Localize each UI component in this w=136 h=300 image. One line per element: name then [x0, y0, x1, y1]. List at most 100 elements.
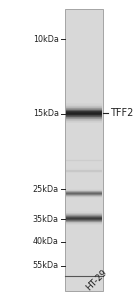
- Bar: [66, 192, 102, 193]
- Bar: [66, 160, 102, 161]
- Bar: [66, 193, 102, 194]
- Bar: [66, 110, 102, 111]
- Bar: [66, 115, 102, 116]
- Bar: [66, 189, 102, 190]
- Bar: [66, 213, 102, 214]
- Bar: [66, 220, 102, 221]
- Text: 40kDa: 40kDa: [33, 237, 59, 246]
- Bar: [66, 119, 102, 120]
- Bar: [66, 172, 102, 173]
- Bar: [66, 121, 102, 122]
- Bar: [65, 9, 103, 291]
- Bar: [66, 189, 102, 190]
- Bar: [66, 105, 102, 106]
- Bar: [66, 169, 102, 170]
- Bar: [66, 116, 102, 117]
- Bar: [66, 160, 102, 161]
- Bar: [66, 169, 102, 170]
- Bar: [66, 107, 102, 108]
- Bar: [66, 169, 102, 170]
- Bar: [66, 159, 102, 160]
- Bar: [66, 215, 102, 216]
- Bar: [66, 190, 102, 191]
- Bar: [66, 191, 102, 192]
- Bar: [66, 194, 102, 195]
- Bar: [66, 171, 102, 172]
- Bar: [66, 109, 102, 110]
- Bar: [66, 111, 102, 112]
- Bar: [66, 160, 102, 161]
- Bar: [66, 215, 102, 216]
- Bar: [66, 159, 102, 160]
- Bar: [66, 190, 102, 191]
- Bar: [66, 212, 102, 213]
- Bar: [66, 217, 102, 218]
- Bar: [66, 223, 102, 224]
- Text: HT-29: HT-29: [84, 268, 109, 292]
- Bar: [66, 224, 102, 225]
- Text: 10kDa: 10kDa: [33, 34, 59, 43]
- Bar: [66, 161, 102, 162]
- Bar: [66, 172, 102, 173]
- Text: 15kDa: 15kDa: [33, 110, 59, 118]
- Bar: [66, 159, 102, 160]
- Bar: [66, 114, 102, 115]
- Bar: [66, 216, 102, 217]
- Bar: [66, 197, 102, 198]
- Text: 35kDa: 35kDa: [33, 214, 59, 224]
- Bar: [66, 170, 102, 171]
- Bar: [66, 109, 102, 110]
- Bar: [66, 161, 102, 162]
- Bar: [66, 196, 102, 197]
- Bar: [66, 120, 102, 121]
- Bar: [66, 161, 102, 162]
- Bar: [66, 213, 102, 214]
- Bar: [66, 104, 102, 105]
- Bar: [66, 195, 102, 196]
- Bar: [66, 118, 102, 119]
- Bar: [66, 221, 102, 222]
- Bar: [66, 218, 102, 219]
- Bar: [66, 161, 102, 162]
- Bar: [66, 172, 102, 173]
- Bar: [66, 114, 102, 115]
- Bar: [66, 194, 102, 195]
- Bar: [66, 196, 102, 197]
- Bar: [66, 170, 102, 171]
- Bar: [66, 171, 102, 172]
- Bar: [66, 169, 102, 170]
- Bar: [66, 105, 102, 106]
- Bar: [66, 217, 102, 218]
- Bar: [66, 122, 102, 123]
- Bar: [66, 219, 102, 220]
- Bar: [66, 218, 102, 219]
- Bar: [66, 120, 102, 121]
- Bar: [66, 216, 102, 217]
- Bar: [66, 112, 102, 113]
- Bar: [66, 106, 102, 107]
- Text: 25kDa: 25kDa: [33, 184, 59, 194]
- Bar: [66, 106, 102, 107]
- Text: 55kDa: 55kDa: [33, 261, 59, 270]
- Bar: [66, 159, 102, 160]
- Bar: [66, 197, 102, 198]
- Bar: [66, 108, 102, 109]
- Bar: [66, 192, 102, 193]
- Bar: [66, 222, 102, 223]
- Text: TFF2: TFF2: [110, 108, 134, 118]
- Bar: [66, 110, 102, 111]
- Bar: [66, 224, 102, 225]
- Bar: [66, 214, 102, 215]
- Bar: [66, 211, 102, 212]
- Bar: [66, 170, 102, 171]
- Bar: [66, 222, 102, 223]
- Bar: [66, 116, 102, 117]
- Bar: [66, 118, 102, 119]
- Bar: [66, 160, 102, 161]
- Bar: [66, 191, 102, 192]
- Bar: [66, 219, 102, 220]
- Bar: [66, 193, 102, 194]
- Bar: [66, 214, 102, 215]
- Bar: [66, 160, 102, 161]
- Bar: [66, 103, 102, 104]
